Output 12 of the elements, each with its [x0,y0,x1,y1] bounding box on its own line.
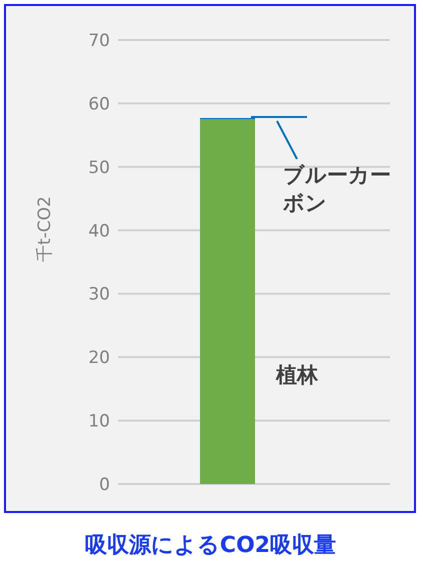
legend-label: ブルーカーボン [283,162,392,217]
y-axis-title: 千t-CO2 [35,196,56,262]
y-tick-label: 40 [88,221,110,242]
y-tick-label: 30 [88,284,110,305]
y-tick-label: 10 [88,412,110,432]
y-tick-label: 20 [88,348,110,368]
y-tick-label: 70 [88,31,110,52]
y-tick-label: 50 [88,158,110,178]
series-label: 植林 [276,362,319,389]
y-tick-label: 0 [99,475,110,496]
text: 吸収源によるCO2吸収量 [84,532,338,560]
y-tick-label: 60 [88,94,110,114]
